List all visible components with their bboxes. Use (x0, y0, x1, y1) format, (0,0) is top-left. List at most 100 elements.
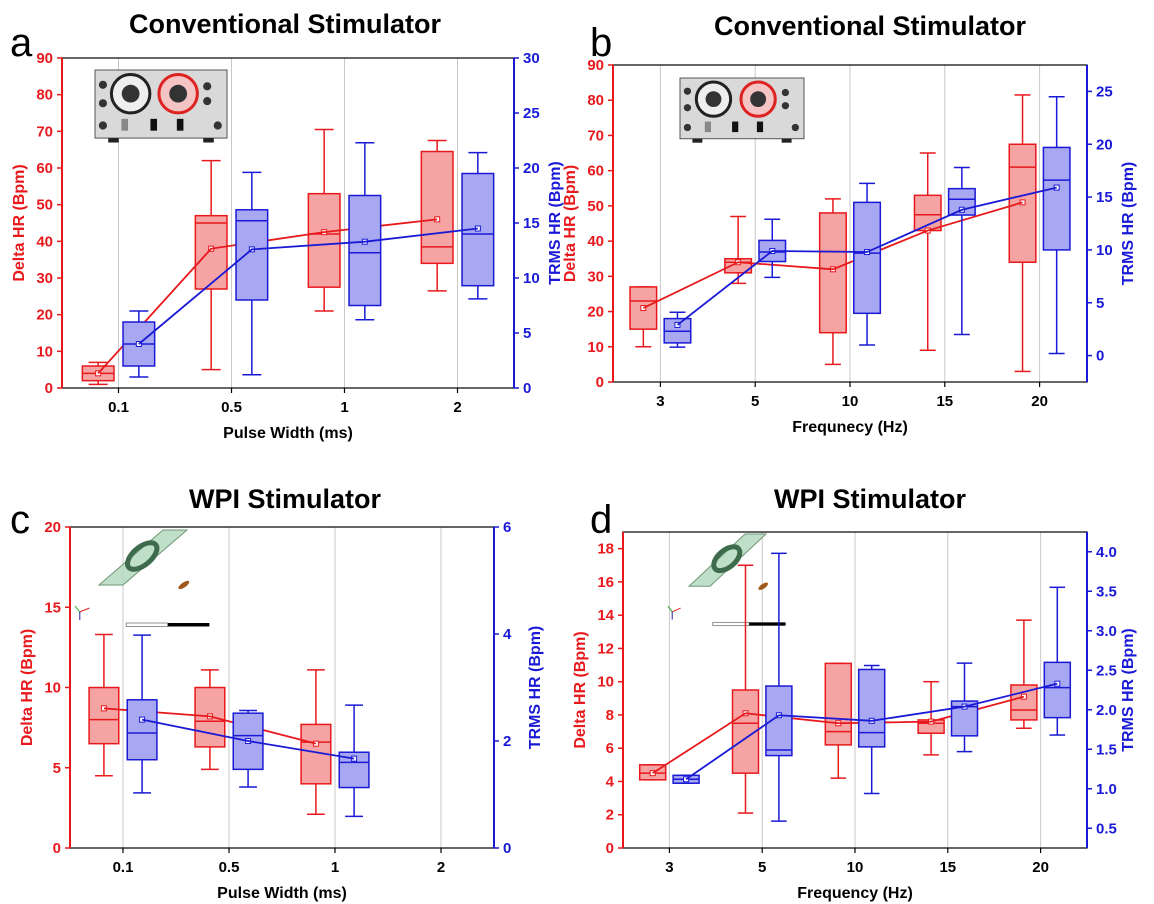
dial-knob-icon (121, 84, 140, 103)
axis-triad-icon (74, 605, 81, 613)
x-tick-label: 1 (331, 859, 339, 876)
left-tick-label: 0 (606, 840, 614, 857)
left-tick-label: 50 (36, 197, 53, 214)
right-tick-label: 0 (523, 380, 531, 397)
box-iqr (824, 662, 853, 746)
box-delta (731, 564, 760, 814)
left-tick-label: 18 (597, 541, 614, 558)
left-tick-label: 15 (44, 599, 61, 616)
box-delta (629, 286, 658, 348)
mean-line-trms (676, 186, 1057, 326)
right-tick-label: 10 (1096, 242, 1113, 259)
electrode-plate-icon (97, 529, 189, 586)
dial-knob-icon (705, 91, 722, 108)
switch-icon (176, 118, 184, 131)
x-tick-label: 5 (751, 393, 759, 410)
right-tick-label: 30 (523, 50, 540, 67)
box-trms (232, 709, 264, 788)
right-tick-label: 3.5 (1096, 583, 1117, 600)
knob-icon (791, 123, 799, 132)
left-tick-label: 2 (606, 807, 614, 824)
box-iqr (194, 214, 228, 290)
axis-triad-icon (667, 605, 673, 613)
box-trms (126, 634, 158, 794)
right-axis-label: TRMS HR (Bpm) (547, 161, 564, 285)
electrode-tip-icon (178, 580, 190, 590)
box-iqr (1010, 684, 1038, 721)
knob-icon (213, 121, 222, 130)
box-iqr (88, 686, 120, 745)
right-tick-label: 25 (523, 105, 540, 122)
knob-icon (781, 102, 790, 110)
scale-bar (749, 622, 786, 626)
left-tick-label: 70 (587, 127, 604, 144)
box-delta (818, 198, 847, 366)
right-tick-label: 5 (523, 325, 531, 342)
right-tick-label: 20 (1096, 136, 1113, 153)
knob-icon (98, 80, 107, 89)
left-tick-label: 10 (587, 339, 604, 356)
right-tick-label: 2.0 (1096, 702, 1117, 719)
chart-panel-a: a Conventional Stimulator0102030405060708… (10, 9, 564, 442)
right-tick-label: 4 (503, 626, 512, 643)
left-tick-label: 16 (597, 574, 614, 591)
right-axis-label: TRMS HR (Bpm) (1120, 628, 1137, 752)
left-tick-label: 10 (36, 343, 53, 360)
left-tick-label: 40 (587, 233, 604, 250)
right-tick-label: 0 (503, 840, 511, 857)
inset-illustration (94, 69, 228, 143)
box-trms (857, 664, 886, 795)
axis-triad-icon (79, 607, 90, 613)
left-tick-label: 20 (587, 304, 604, 321)
switch-icon (121, 118, 128, 131)
x-tick-label: 15 (939, 859, 956, 876)
scale-bar (167, 623, 210, 627)
box-delta (81, 361, 115, 386)
scale-bar (712, 621, 750, 627)
device-foot (781, 138, 792, 143)
box-trms (461, 151, 495, 300)
left-tick-label: 60 (36, 160, 53, 177)
right-tick-label: 2 (503, 733, 511, 750)
box-trms (1043, 586, 1072, 736)
right-tick-label: 15 (523, 215, 540, 232)
panel-letter: a (10, 21, 33, 65)
right-axis-label: TRMS HR (Bpm) (1120, 162, 1137, 286)
left-tick-label: 50 (587, 198, 604, 215)
left-tick-label: 90 (587, 57, 604, 74)
x-tick-label: 3 (665, 859, 673, 876)
knob-icon (683, 104, 692, 112)
box-trms (348, 141, 382, 321)
box-iqr (857, 668, 886, 748)
switch-icon (732, 121, 739, 133)
x-tick-label: 3 (656, 393, 664, 410)
box-delta (307, 128, 341, 312)
right-tick-label: 2.5 (1096, 662, 1117, 679)
x-tick-label: 20 (1032, 859, 1049, 876)
right-tick-label: 6 (503, 519, 511, 536)
left-axis-label: Delta HR (Bpm) (562, 165, 579, 282)
box-trms (758, 218, 787, 279)
left-tick-label: 0 (45, 380, 53, 397)
device-foot (692, 138, 703, 143)
chart-panel-c: c WPI Stimulator 0 5 10 15 20 0 2 4 6 0.1 0.5 1 2 Pulse… (10, 484, 544, 902)
box-trms (1042, 95, 1071, 355)
box-iqr (348, 194, 382, 307)
box-iqr (126, 699, 158, 761)
switch-icon (704, 121, 711, 133)
box-trms (663, 311, 692, 348)
electrode-ring-icon (125, 540, 160, 572)
inset-illustration (667, 533, 786, 627)
electrode-plate-icon (687, 533, 768, 587)
left-tick-label: 14 (597, 607, 614, 624)
left-tick-label: 8 (606, 707, 614, 724)
mean-line-trms (141, 718, 355, 760)
box-iqr (853, 201, 882, 315)
left-tick-label: 20 (36, 307, 53, 324)
chart-panel-d: d WPI Stimulator 0 2 4 6 8 10 12 14 16 18 0.5 1.0 1.5 2… (572, 484, 1137, 902)
left-tick-label: 0 (596, 374, 604, 391)
left-tick-label: 60 (587, 163, 604, 180)
mean-line-delta (642, 201, 1023, 309)
x-axis-label: Frequnecy (Hz) (792, 419, 908, 436)
x-tick-label: 0.5 (219, 859, 240, 876)
